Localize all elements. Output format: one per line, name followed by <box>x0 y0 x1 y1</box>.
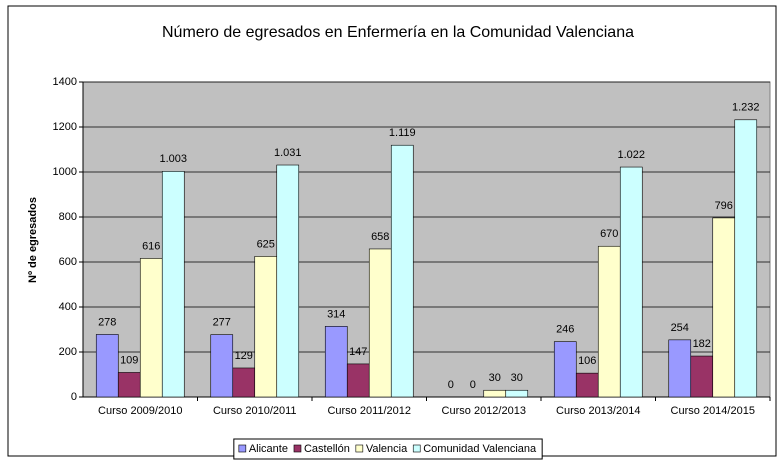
bar <box>712 217 736 398</box>
data-label: 1.003 <box>159 153 187 165</box>
data-label: 254 <box>671 322 689 334</box>
data-label: 246 <box>556 324 574 336</box>
y-axis-label: Nº de egresados <box>27 197 39 283</box>
y-tick-label: 1000 <box>53 166 77 178</box>
legend-label: Valencia <box>366 443 408 455</box>
x-tick-label: Curso 2009/2010 <box>98 405 182 417</box>
x-tick-label: Curso 2014/2015 <box>671 405 755 417</box>
bar <box>483 389 507 398</box>
bar <box>210 334 234 398</box>
bar <box>505 389 529 398</box>
x-tick-label: Curso 2010/2011 <box>213 405 297 417</box>
data-label: 796 <box>715 200 733 212</box>
data-label: 1.232 <box>732 102 760 114</box>
x-tick-label: Curso 2013/2014 <box>556 405 640 417</box>
bar <box>161 171 185 398</box>
data-label: 129 <box>235 350 253 362</box>
y-tick-label: 600 <box>59 256 77 268</box>
data-label: 277 <box>213 317 231 329</box>
data-label: 106 <box>578 355 596 367</box>
bar <box>390 144 414 398</box>
y-tick-label: 800 <box>59 211 77 223</box>
bar <box>368 248 392 398</box>
y-tick-label: 200 <box>59 346 77 358</box>
bar <box>254 256 278 398</box>
bar <box>553 341 577 398</box>
bar <box>668 339 692 398</box>
bar <box>276 164 300 398</box>
data-label: 278 <box>98 316 116 328</box>
data-label: 182 <box>693 338 711 350</box>
chart-title: Número de egresados en Enfermería en la … <box>162 24 634 41</box>
data-label: 147 <box>349 346 367 358</box>
data-label: 625 <box>257 238 275 250</box>
data-label: 670 <box>600 228 618 240</box>
y-tick-label: 0 <box>71 391 77 403</box>
legend-label: Alicante <box>249 443 288 455</box>
legend-swatch <box>238 444 247 453</box>
y-tick-label: 1200 <box>53 121 77 133</box>
bar <box>575 372 599 398</box>
bar <box>117 372 141 398</box>
bar <box>139 258 163 398</box>
data-label: 314 <box>327 308 345 320</box>
data-label: 658 <box>371 231 389 243</box>
legend-swatch <box>293 444 302 453</box>
data-label: 0 <box>448 379 454 391</box>
bar <box>324 326 348 398</box>
bar <box>95 334 119 398</box>
data-label: 616 <box>142 240 160 252</box>
data-label: 30 <box>511 372 523 384</box>
data-label: 1.119 <box>389 127 416 139</box>
y-tick-label: 1400 <box>53 76 77 88</box>
y-tick-label: 400 <box>59 301 77 313</box>
data-label: 1.022 <box>617 149 645 161</box>
legend-box <box>233 438 543 460</box>
bar <box>597 245 621 398</box>
bar <box>346 363 370 398</box>
bar <box>232 367 256 398</box>
bar <box>690 355 714 398</box>
x-tick-label: Curso 2011/2012 <box>327 405 411 417</box>
bar <box>734 119 758 398</box>
data-label: 1.031 <box>274 147 302 159</box>
plot-area <box>82 81 771 398</box>
legend-swatch <box>412 444 421 453</box>
x-tick-label: Curso 2012/2013 <box>442 405 526 417</box>
bar <box>619 166 643 398</box>
data-label: 30 <box>489 372 501 384</box>
legend-swatch <box>355 444 364 453</box>
legend-label: Comunidad Valenciana <box>423 443 537 455</box>
data-label: 109 <box>120 354 138 366</box>
legend-label: Castellón <box>304 443 350 455</box>
data-label: 0 <box>470 379 476 391</box>
